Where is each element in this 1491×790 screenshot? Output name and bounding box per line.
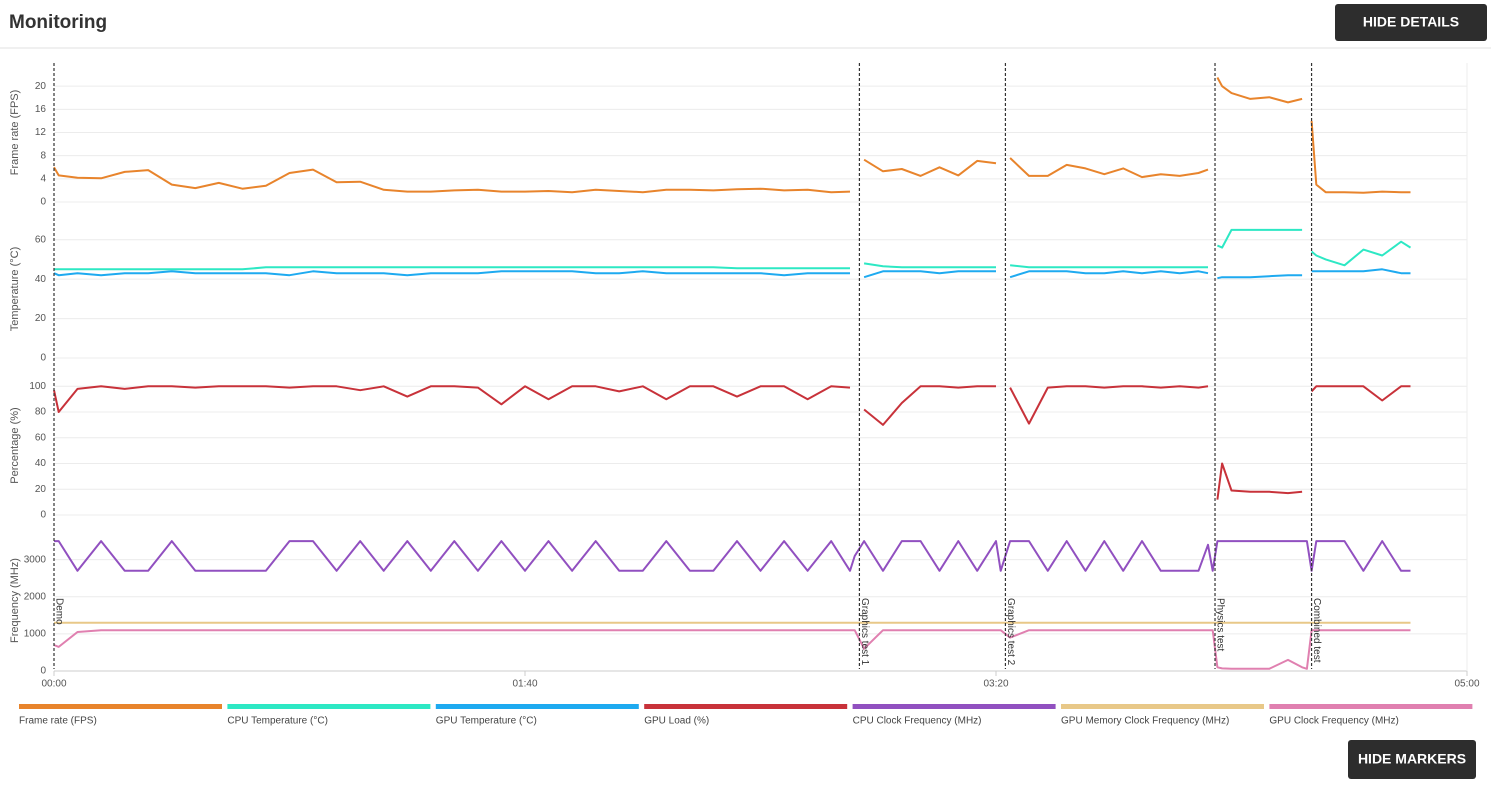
series-line (53, 268, 1411, 280)
legend-swatch (1269, 704, 1473, 709)
button-label[interactable]: HIDE DETAILS (1363, 14, 1459, 30)
y-tick-label: 2000 (24, 591, 47, 602)
legend-swatch (435, 704, 639, 709)
y-tick-label: 12 (35, 127, 47, 138)
y-tick-label: 40 (35, 274, 47, 285)
marker-label: Graphics test 2 (1005, 598, 1016, 666)
hide-markers-button[interactable]: HIDE MARKERS (1348, 740, 1476, 779)
y-tick-label: 16 (35, 104, 47, 115)
y-tick-label: 100 (29, 381, 46, 392)
legend-swatch (19, 704, 222, 709)
y-tick-label: 0 (40, 353, 46, 364)
marker-label: Demo (53, 598, 64, 625)
y-tick-label: 80 (35, 407, 47, 418)
button-bg[interactable] (1348, 740, 1476, 779)
x-tick-label: 03:20 (983, 679, 1008, 690)
y-tick-label: 20 (35, 313, 47, 324)
series-line (53, 77, 1411, 194)
y-tick-label: 60 (35, 234, 47, 245)
legend-swatch (227, 704, 431, 709)
y-axis-label: Frequency (MHz) (9, 558, 21, 643)
y-tick-label: 20 (35, 484, 47, 495)
series-line (54, 228, 1412, 271)
x-tick-label: 01:40 (512, 679, 537, 690)
y-tick-label: 20 (35, 81, 47, 92)
legend-label: CPU Temperature (°C) (227, 716, 328, 727)
series-line (53, 385, 1411, 500)
x-tick-label: 00:00 (41, 679, 66, 690)
series-line (53, 629, 1411, 670)
y-tick-label: 0 (40, 197, 46, 208)
marker-label: Combined test (1311, 598, 1322, 663)
y-tick-label: 0 (40, 666, 46, 677)
legend-label: GPU Temperature (°C) (436, 716, 537, 727)
legend-swatch (1061, 704, 1264, 709)
hide-details-button[interactable]: HIDE DETAILS (1335, 4, 1487, 41)
legend-label: CPU Clock Frequency (MHz) (853, 716, 982, 727)
x-tick-label: 05:00 (1454, 679, 1479, 690)
series-line (54, 540, 1411, 572)
button-bg[interactable] (1335, 4, 1487, 41)
y-tick-label: 3000 (24, 554, 47, 565)
legend-label: Frame rate (FPS) (19, 716, 97, 727)
y-tick-label: 1000 (24, 629, 47, 640)
page-title: Monitoring (9, 12, 107, 33)
legend-label: GPU Load (%) (644, 716, 709, 727)
legend-swatch (852, 704, 1056, 709)
legend-label: GPU Clock Frequency (MHz) (1269, 716, 1398, 727)
legend-swatch (644, 704, 848, 709)
y-tick-label: 4 (40, 173, 46, 184)
marker-label: Physics test (1214, 598, 1225, 652)
y-tick-label: 8 (40, 150, 46, 161)
y-axis-label: Temperature (°C) (9, 247, 21, 331)
button-label[interactable]: HIDE MARKERS (1358, 751, 1466, 767)
y-tick-label: 40 (35, 458, 47, 469)
plot-area: 0 4 8 12 16 20 Frame rate (FPS) 0 20 40 60 Temperat… (9, 63, 1480, 727)
y-tick-label: 0 (40, 510, 46, 521)
y-tick-label: 60 (35, 432, 47, 443)
legend-label: GPU Memory Clock Frequency (MHz) (1061, 716, 1229, 727)
y-axis-label: Frame rate (FPS) (9, 90, 21, 176)
y-axis-label: Percentage (%) (9, 407, 21, 483)
marker-label: Graphics test 1 (859, 598, 870, 666)
